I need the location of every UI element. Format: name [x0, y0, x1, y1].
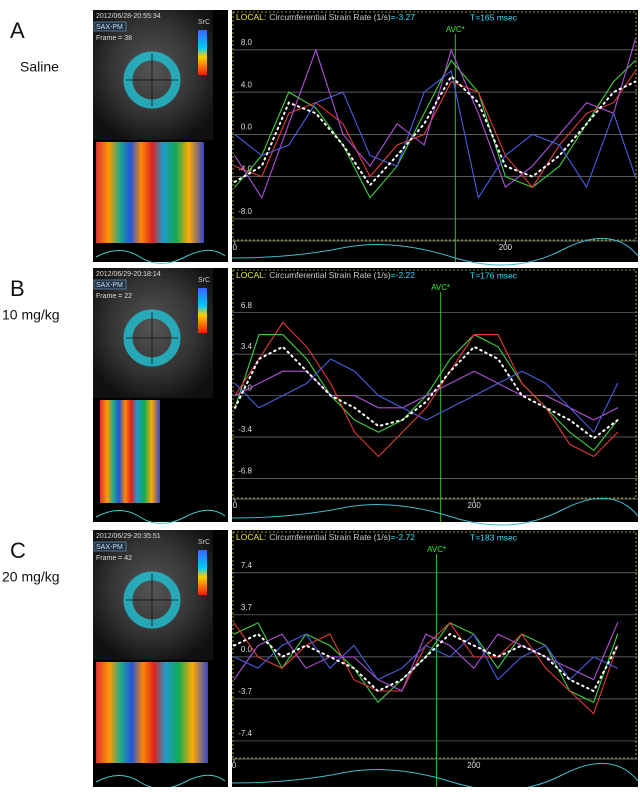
panel-letter: B — [10, 276, 25, 301]
y-tick-label: 4.0 — [241, 80, 253, 89]
ecg-trace — [231, 237, 639, 266]
strain-curve — [234, 370, 619, 421]
strain-curve — [234, 358, 619, 434]
frame-label: Frame = 22 — [96, 293, 132, 300]
y-tick-label: -6.8 — [238, 467, 252, 476]
y-tick-label: 3.4 — [241, 342, 253, 351]
header-measure: Circumferential Strain Rate (1/s) — [269, 532, 391, 542]
panel-letter: C — [10, 538, 26, 563]
view-label: SAX-PM — [96, 282, 123, 289]
color-bar — [198, 288, 207, 333]
header-time: T=176 msec — [470, 270, 518, 280]
mmode-strip — [96, 142, 204, 243]
strain-curve — [233, 74, 637, 187]
timestamp: 2012/06/28-20:55:34 — [96, 13, 161, 20]
view-box — [93, 279, 127, 290]
ultrasound-image — [93, 530, 213, 660]
plot-background — [232, 10, 638, 262]
mmode-strip — [96, 662, 208, 763]
plot-frame — [232, 269, 637, 499]
avc-label: AVC* — [427, 545, 446, 554]
x-tick-label: 200 — [467, 501, 481, 510]
y-tick-label: -7.4 — [238, 729, 252, 738]
header-measure: Circumferential Strain Rate (1/s) — [269, 12, 391, 22]
src-label: SrC — [198, 539, 210, 546]
y-tick-label: -4.0 — [238, 165, 252, 174]
frame-label: Frame = 38 — [96, 35, 132, 42]
y-tick-label: 6.8 — [241, 301, 253, 310]
view-label: SAX-PM — [96, 24, 123, 31]
ultrasound-image — [93, 268, 213, 398]
condition-label: Saline — [20, 59, 59, 75]
strain-curve — [234, 321, 619, 458]
strain-curve — [233, 633, 619, 681]
y-tick-label: -3.4 — [238, 425, 252, 434]
view-box — [93, 21, 127, 32]
y-tick-label: 7.4 — [241, 561, 253, 570]
header-time: T=165 msec — [470, 12, 518, 22]
ultrasound-image — [93, 10, 213, 140]
plot-frame — [232, 11, 637, 241]
header-measure: Circumferential Strain Rate (1/s) — [269, 270, 391, 280]
header: LOCAL: Circumferential Strain Rate (1/s)=… — [236, 12, 415, 22]
avc-label: AVC* — [431, 283, 450, 292]
y-tick-label: 0.0 — [241, 645, 253, 654]
y-tick-label: 0.0 — [241, 123, 253, 132]
timestamp: 2012/06/29-20:35:51 — [96, 533, 161, 540]
color-bar — [198, 550, 207, 595]
ecg-trace — [231, 762, 639, 791]
ecg-trace — [231, 497, 639, 526]
x-tick-label: 0 — [232, 243, 237, 252]
header-local: LOCAL: — [236, 532, 266, 542]
header-time: T=183 msec — [470, 532, 518, 542]
strain-curve — [233, 622, 619, 692]
header-value: =-3.27 — [391, 12, 416, 22]
x-tick-label: 0 — [233, 501, 238, 510]
header-value: =-2.72 — [391, 532, 416, 542]
x-tick-label: 200 — [499, 243, 513, 252]
header-local: LOCAL: — [236, 270, 266, 280]
strain-curve — [234, 345, 619, 440]
panel-letter: A — [10, 18, 25, 43]
timestamp: 2012/06/29-20:18:14 — [96, 271, 161, 278]
strain-curve — [234, 59, 636, 199]
x-tick-label: 200 — [467, 761, 481, 770]
condition-label: 20 mg/kg — [2, 569, 60, 585]
y-tick-label: -3.7 — [238, 687, 252, 696]
y-tick-label: 0.0 — [241, 384, 253, 393]
strain-curve — [234, 70, 636, 200]
header: LOCAL: Circumferential Strain Rate (1/s)=… — [236, 532, 415, 542]
src-label: SrC — [198, 19, 210, 26]
header: LOCAL: Circumferential Strain Rate (1/s)=… — [236, 270, 415, 280]
y-tick-label: -8.0 — [238, 207, 252, 216]
y-tick-label: 8.0 — [241, 38, 253, 47]
ecg-trace — [95, 249, 226, 264]
strain-curve — [234, 38, 636, 200]
header-local: LOCAL: — [236, 12, 266, 22]
strain-curve — [233, 632, 619, 693]
color-bar — [198, 30, 207, 75]
x-tick-label: 0 — [232, 761, 237, 770]
header-value: =-2.22 — [391, 270, 416, 280]
frame-label: Frame = 42 — [96, 555, 132, 562]
plot-frame — [232, 531, 637, 759]
condition-label: 10 mg/kg — [2, 307, 60, 323]
view-label: SAX-PM — [96, 544, 123, 551]
y-tick-label: 3.7 — [241, 603, 253, 612]
src-label: SrC — [198, 277, 210, 284]
mmode-strip — [100, 400, 160, 503]
avc-label: AVC* — [446, 25, 465, 34]
ecg-trace — [95, 509, 226, 524]
view-box — [93, 541, 127, 552]
